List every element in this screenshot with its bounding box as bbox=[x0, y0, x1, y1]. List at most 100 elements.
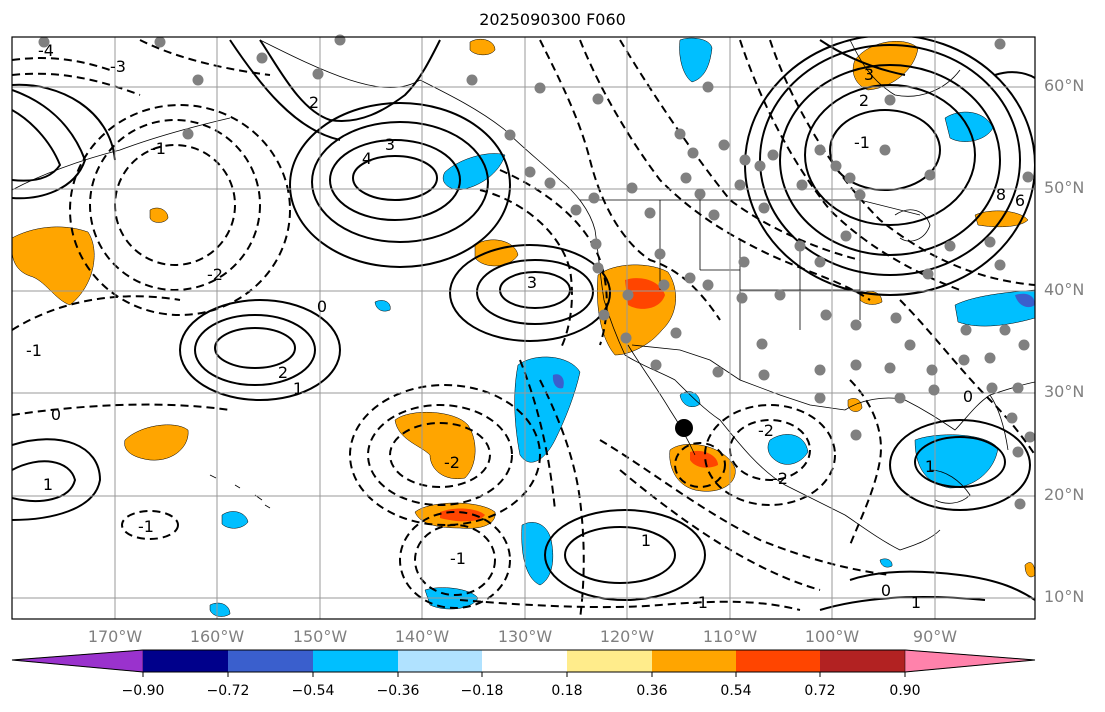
contour-label: 0 bbox=[881, 581, 891, 600]
latitude-label: 30°N bbox=[1044, 382, 1085, 401]
blue-region bbox=[944, 111, 994, 142]
colorbar-tick-label: 0.90 bbox=[889, 683, 921, 699]
station-points bbox=[38, 34, 1036, 510]
contour-label: -1 bbox=[138, 517, 154, 536]
contour-label: -2 bbox=[758, 421, 774, 440]
longitude-label: 170°W bbox=[87, 627, 143, 646]
colorbar-cell bbox=[398, 650, 482, 672]
latitude-label: 10°N bbox=[1044, 587, 1085, 606]
colorbar-tick-label: −0.36 bbox=[376, 683, 420, 699]
colorbar-tick-label: −0.18 bbox=[460, 683, 504, 699]
baja-california bbox=[627, 344, 696, 456]
negative-contours bbox=[12, 39, 1035, 619]
blue-region bbox=[679, 391, 701, 407]
contour-label: 1 bbox=[293, 379, 303, 398]
colorbar-tick-label: 0.36 bbox=[636, 683, 668, 699]
contour-label: 0 bbox=[963, 387, 973, 406]
contour-label-group: -4 -3 2 3 4 -2 -1 0 1 -1 2 3 -1 3 -2 1 8… bbox=[26, 41, 1025, 612]
contour-label: -1 bbox=[26, 341, 42, 360]
contour-label: 2 bbox=[859, 91, 869, 110]
contour-label: 4 bbox=[362, 149, 372, 168]
contour-label: -1 bbox=[692, 593, 708, 612]
colorbar-cell bbox=[820, 650, 905, 672]
blue-region bbox=[954, 289, 1035, 327]
longitude-label: 140°W bbox=[394, 627, 450, 646]
state-lines bbox=[659, 200, 861, 380]
contour-label: -1 bbox=[854, 133, 870, 152]
colorbar-tick-label: 0.54 bbox=[720, 683, 752, 699]
longitude-label: 100°W bbox=[804, 627, 860, 646]
colorbar bbox=[11, 649, 1036, 677]
longitude-label: 90°W bbox=[912, 627, 958, 646]
contour-label: 2 bbox=[309, 93, 319, 112]
colorbar-tick-label: −0.90 bbox=[121, 683, 165, 699]
blue-region bbox=[679, 37, 713, 83]
coastlines bbox=[12, 39, 1035, 551]
contour-label: 3 bbox=[385, 135, 395, 154]
colorbar-tick-label: 0.72 bbox=[804, 683, 836, 699]
contour-label: 8 bbox=[996, 185, 1006, 204]
orange-region bbox=[149, 207, 169, 223]
gulf-coast bbox=[844, 381, 1035, 431]
red-region bbox=[625, 278, 665, 309]
blue-region bbox=[221, 511, 249, 529]
longitude-label: 120°W bbox=[599, 627, 655, 646]
contour-label: 1 bbox=[911, 593, 921, 612]
contour-label: -2 bbox=[207, 265, 223, 284]
contour-label: 3 bbox=[864, 65, 874, 84]
orange-region bbox=[1024, 562, 1035, 578]
colorbar-tick-label: −0.54 bbox=[291, 683, 335, 699]
contour-label: -1 bbox=[150, 139, 166, 158]
colorbar-cell bbox=[11, 649, 144, 673]
colorbar-tick-label: −0.72 bbox=[206, 683, 250, 699]
contour-label: -1 bbox=[450, 549, 466, 568]
contour-label: 1 bbox=[925, 457, 935, 476]
hawaii bbox=[209, 474, 271, 509]
contour-label: 0 bbox=[51, 405, 61, 424]
orange-region bbox=[124, 424, 189, 461]
alaska-coast bbox=[259, 39, 421, 88]
orange-region bbox=[394, 412, 476, 480]
blue-region bbox=[552, 374, 564, 389]
colorbar-cell bbox=[482, 650, 567, 672]
shaded-anomalies bbox=[12, 37, 1035, 617]
hudson-bay bbox=[849, 39, 961, 97]
orange-region bbox=[12, 226, 95, 306]
latitude-label: 20°N bbox=[1044, 485, 1085, 504]
blue-region bbox=[914, 434, 999, 489]
longitude-label: 150°W bbox=[292, 627, 348, 646]
contour-label: -3 bbox=[110, 57, 126, 76]
graticule bbox=[12, 37, 1035, 619]
contour-label: -4 bbox=[38, 41, 54, 60]
blue-region bbox=[442, 153, 506, 191]
aleutians bbox=[12, 117, 231, 191]
latitude-label: 50°N bbox=[1044, 178, 1085, 197]
colorbar-cell bbox=[143, 650, 228, 672]
contour-label: -2 bbox=[444, 453, 460, 472]
contour-label: 1 bbox=[641, 531, 651, 550]
contour-label: 1 bbox=[43, 475, 53, 494]
colorbar-cell bbox=[736, 650, 820, 672]
colorbar-cell bbox=[904, 649, 1036, 673]
blue-region bbox=[209, 602, 231, 617]
longitude-label: 110°W bbox=[702, 627, 758, 646]
map-title: 2025090300 F060 bbox=[479, 10, 626, 29]
positive-contours bbox=[12, 37, 1035, 611]
colorbar-cell bbox=[313, 650, 398, 672]
colorbar-tick-label: 0.18 bbox=[551, 683, 583, 699]
longitude-label: 160°W bbox=[189, 627, 245, 646]
contour-label: 3 bbox=[527, 273, 537, 292]
blue-region bbox=[767, 434, 809, 465]
blue-region bbox=[879, 558, 893, 568]
contour-label: 0 bbox=[317, 297, 327, 316]
latitude-label: 60°N bbox=[1044, 76, 1085, 95]
colorbar-cell bbox=[567, 650, 652, 672]
storm-marker bbox=[675, 419, 693, 437]
blue-region bbox=[374, 300, 391, 312]
florida bbox=[989, 394, 1009, 451]
colorbar-cell bbox=[228, 650, 313, 672]
map-frame bbox=[11, 36, 1036, 620]
longitude-label: 130°W bbox=[497, 627, 553, 646]
red-region bbox=[690, 450, 718, 468]
